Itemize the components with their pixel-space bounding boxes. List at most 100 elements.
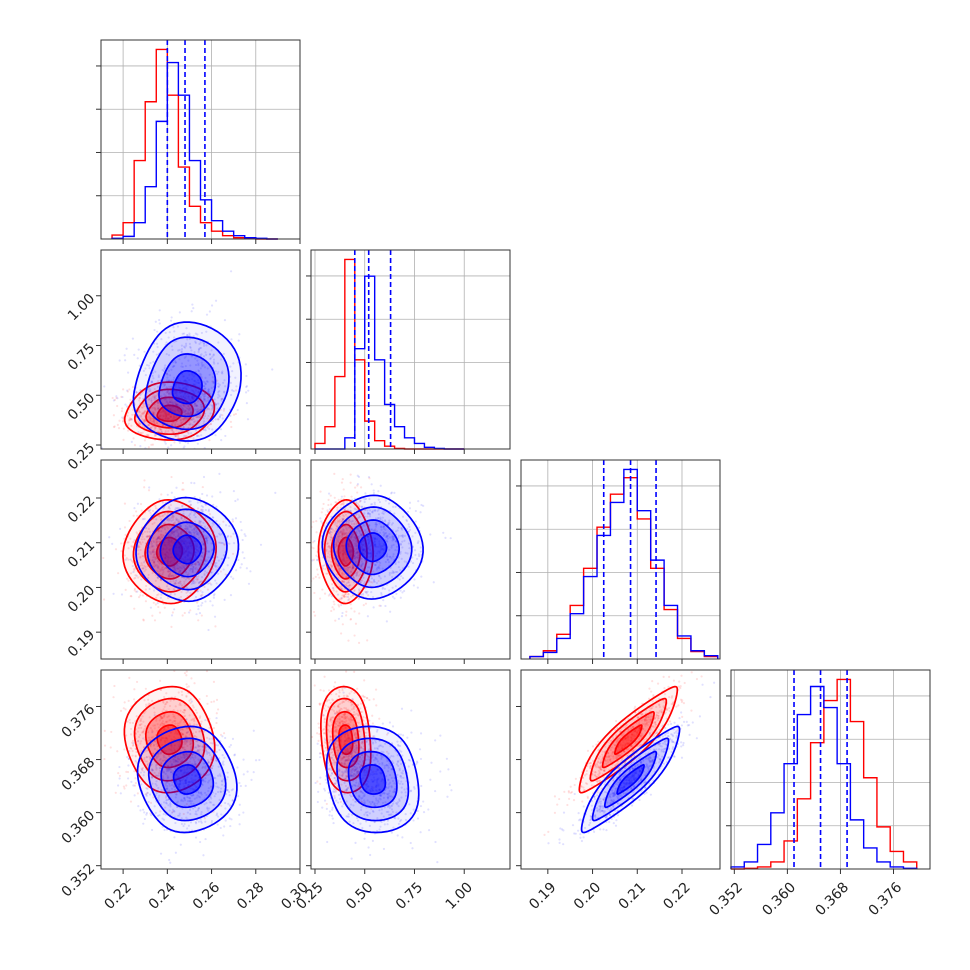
sample-point (166, 560, 169, 563)
sample-point (152, 536, 155, 539)
sample-point (418, 555, 421, 558)
sample-point (386, 534, 389, 538)
sample-point (163, 383, 167, 386)
sample-point (140, 454, 142, 456)
sample-point (165, 547, 168, 550)
sample-point (374, 523, 377, 526)
sample-point (194, 544, 198, 547)
sample-point (138, 399, 141, 402)
sample-point (197, 578, 200, 581)
sample-point (335, 539, 338, 542)
sample-point (176, 403, 179, 407)
sample-point (153, 398, 156, 401)
contour-blue (158, 353, 217, 418)
sample-point (203, 573, 206, 577)
sample-point (416, 557, 419, 561)
sample-point (200, 504, 203, 508)
sample-point (168, 413, 171, 416)
sample-point (113, 684, 116, 688)
sample-point (163, 522, 167, 525)
sample-point (355, 530, 358, 533)
sample-point (375, 545, 378, 548)
sample-point (98, 730, 100, 732)
sample-point (198, 342, 201, 346)
sample-point (157, 407, 160, 410)
sample-point (212, 680, 216, 683)
sample-point (340, 502, 343, 505)
sample-point (209, 412, 212, 415)
sample-point (147, 433, 150, 437)
sample-point (169, 408, 172, 411)
sample-point (326, 542, 329, 545)
sample-point (135, 680, 139, 684)
sample-point (338, 569, 341, 572)
sample-point (342, 557, 345, 560)
sample-point (155, 394, 158, 397)
sample-point (149, 390, 152, 393)
sample-point (406, 510, 410, 513)
sample-point (338, 598, 341, 601)
sample-point (202, 342, 205, 345)
sample-point (356, 552, 359, 555)
sample-point (157, 537, 160, 540)
sample-point (320, 511, 323, 514)
sample-point (183, 418, 186, 421)
sample-point (143, 419, 146, 422)
sample-point (241, 538, 244, 542)
sample-point (167, 391, 170, 395)
sample-point (153, 426, 157, 429)
sample-point (172, 416, 175, 419)
sample-point (207, 388, 210, 391)
sample-point (377, 565, 380, 569)
sample-point (216, 708, 220, 711)
sample-point (187, 547, 190, 550)
sample-point (366, 543, 369, 546)
sample-point (186, 411, 190, 414)
sample-point (153, 418, 156, 422)
sample-point (347, 578, 351, 582)
sample-point (155, 353, 158, 356)
sample-point (187, 412, 191, 415)
sample-point (173, 390, 176, 393)
sample-point (214, 402, 217, 406)
sample-point (193, 529, 196, 532)
sample-point (152, 561, 155, 564)
sample-point (171, 515, 174, 518)
sample-point (399, 589, 402, 592)
sample-point (388, 519, 391, 522)
sample-point (385, 554, 388, 557)
sample-point (183, 397, 187, 400)
sample-point (185, 545, 188, 549)
sample-point (172, 518, 175, 521)
sample-point (414, 509, 417, 513)
sample-point (386, 534, 389, 537)
panel-bg (521, 460, 720, 659)
sample-point (156, 345, 159, 349)
sample-point (363, 524, 366, 527)
sample-point (182, 509, 185, 512)
sample-point (328, 593, 332, 596)
sample-point (140, 562, 143, 565)
sample-point (204, 382, 207, 385)
sample-point (169, 570, 172, 573)
sample-point (330, 560, 333, 563)
sample-point (342, 532, 346, 535)
sample-point (141, 532, 144, 535)
sample-point (217, 541, 221, 544)
sample-point (218, 395, 221, 398)
sample-point (148, 587, 151, 591)
sample-point (314, 575, 317, 578)
sample-point (382, 525, 385, 529)
sample-point (169, 540, 172, 544)
sample-point (174, 582, 177, 585)
sample-point (346, 545, 350, 548)
sample-point (153, 434, 156, 438)
sample-point (379, 548, 383, 552)
sample-point (168, 374, 172, 377)
sample-point (171, 348, 174, 351)
sample-point (154, 408, 157, 411)
sample-point (147, 573, 150, 576)
sample-point (197, 410, 200, 413)
sample-point (122, 438, 125, 441)
sample-point (231, 389, 234, 392)
